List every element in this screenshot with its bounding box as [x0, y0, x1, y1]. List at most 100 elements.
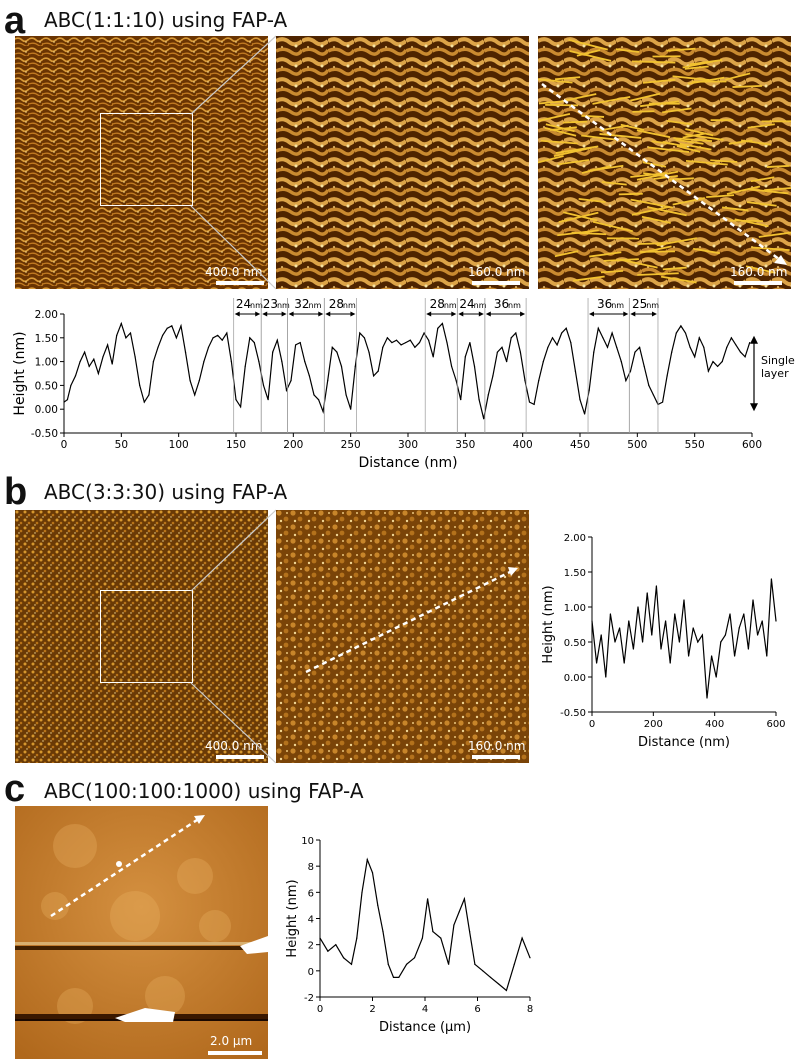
x-tick-label: 4 [422, 1004, 428, 1015]
spacing-arrowhead [478, 311, 484, 317]
fibril-line [766, 164, 790, 168]
data-point [336, 351, 338, 353]
fibril-line [643, 172, 666, 178]
x-axis-label: Distance (nm) [638, 735, 730, 750]
spacing-arrowhead [458, 311, 464, 317]
y-tick-label: 6 [308, 888, 314, 899]
data-point [253, 341, 255, 344]
spacing-label: 24 [236, 297, 251, 311]
data-point [579, 399, 581, 401]
data-point [249, 337, 251, 339]
data-point [698, 337, 700, 339]
data-point [505, 989, 507, 992]
profile-arrowhead-c [194, 815, 205, 824]
data-point [487, 394, 489, 396]
data-point [646, 592, 648, 594]
data-point [343, 957, 345, 959]
spacing-arrowhead [262, 311, 268, 317]
data-point [634, 351, 636, 353]
data-point [715, 676, 717, 678]
fibril-line [726, 185, 761, 195]
spacing-arrowhead [234, 311, 240, 317]
data-point [458, 911, 460, 913]
fibril-line [746, 201, 777, 207]
single-layer-label: layer [761, 367, 789, 380]
data-point [619, 627, 621, 629]
fibril-line [640, 100, 680, 108]
fibril-line [558, 159, 590, 166]
fibril-line [706, 194, 735, 199]
data-point [703, 346, 705, 348]
data-point [597, 327, 599, 329]
y-tick-label: -2 [304, 993, 314, 1004]
fibril-line [642, 161, 667, 168]
spacing-unit: nm [444, 301, 457, 310]
y-tick-label: 1.00 [564, 603, 586, 614]
fibril-line [672, 75, 710, 81]
y-tick-label: 10 [301, 836, 314, 847]
y-tick-label: 0.00 [35, 404, 58, 416]
data-point [717, 365, 719, 367]
y-tick-label: 2.00 [35, 309, 58, 321]
fibril-line [618, 192, 643, 196]
spacing-arrowhead [325, 311, 331, 317]
data-point [437, 327, 439, 329]
data-point [506, 361, 508, 363]
fibril-line [725, 72, 751, 81]
fibril-line [600, 269, 624, 274]
y-tick-label: 0.50 [35, 380, 58, 392]
data-point [267, 399, 269, 401]
fibril-line [540, 139, 578, 145]
scale-bar-c [208, 1051, 262, 1055]
x-tick-label: 200 [644, 719, 663, 730]
data-point [152, 361, 155, 363]
data-point [496, 351, 499, 353]
data-point [463, 898, 465, 900]
data-point [529, 957, 531, 959]
data-point [734, 655, 736, 657]
data-point [749, 341, 751, 344]
fibril-line [554, 76, 581, 81]
data-point [464, 356, 466, 358]
data-point [377, 370, 379, 372]
data-point [392, 976, 395, 978]
data-point [322, 410, 324, 413]
x-tick-label: 350 [455, 439, 475, 451]
data-point [157, 346, 159, 348]
fibril-line [558, 211, 599, 224]
spacing-arrowhead [520, 311, 526, 317]
data-point [285, 389, 288, 391]
zoom-box-b [100, 590, 193, 683]
data-point [666, 375, 668, 377]
data-point [400, 344, 402, 346]
height-trace [591, 578, 777, 699]
data-point [166, 327, 168, 329]
data-point [775, 620, 777, 622]
data-point [497, 983, 500, 985]
data-point [490, 976, 492, 978]
y-tick-label: 0.00 [564, 673, 586, 684]
data-point [652, 394, 654, 396]
data-point [276, 339, 278, 341]
fibril-line [648, 206, 687, 217]
spacing-arrowhead [255, 311, 261, 317]
data-point [694, 356, 696, 358]
x-tick-label: 300 [398, 439, 418, 451]
spacing-unit: nm [611, 301, 624, 310]
profile-arrow-c [50, 818, 198, 918]
data-point [70, 384, 72, 386]
data-point [194, 394, 196, 396]
data-point [542, 361, 544, 363]
data-point [180, 325, 182, 327]
data-point [482, 970, 484, 972]
profile-arrowhead-b [508, 567, 518, 576]
fibril-line [569, 50, 612, 62]
spacing-label: 36 [597, 297, 612, 311]
fibril-line [581, 134, 619, 141]
scale-label-a1: 400.0 nm [205, 265, 263, 279]
data-point [386, 337, 388, 339]
data-point [428, 339, 430, 341]
data-point [295, 344, 297, 346]
fibril-line [630, 198, 674, 209]
